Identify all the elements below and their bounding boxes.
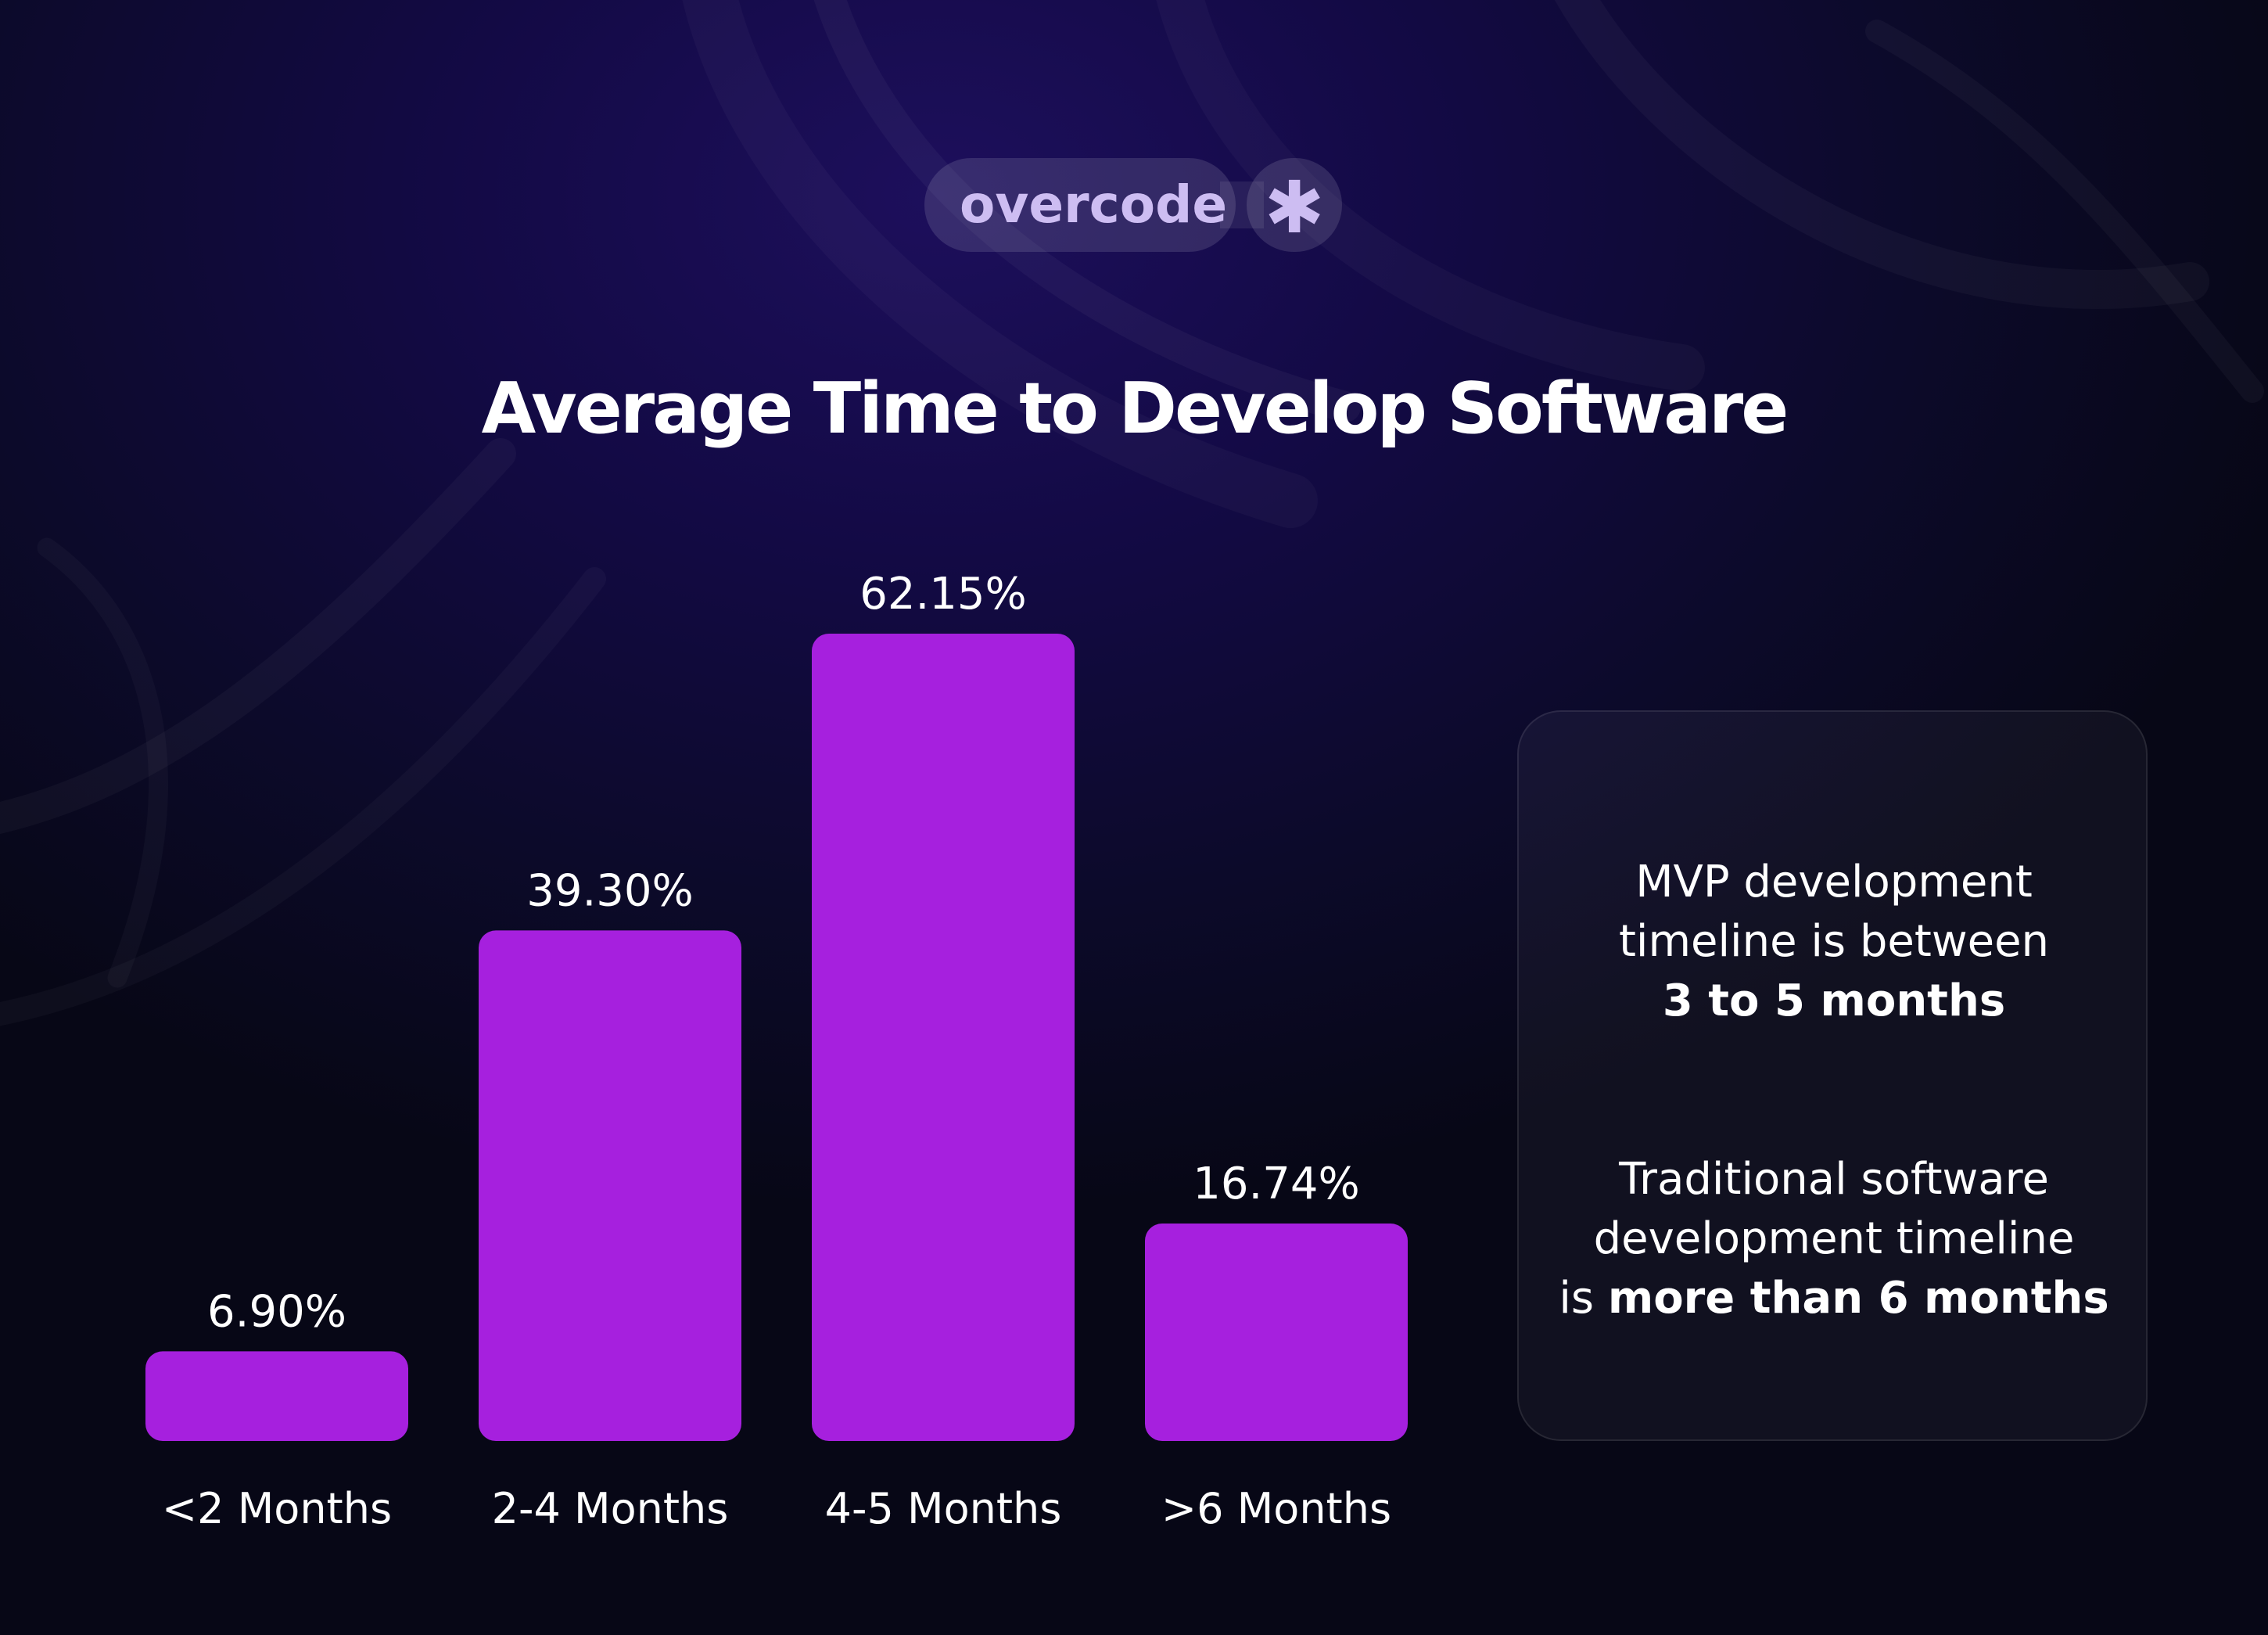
mvp-note: MVP development timeline is between 3 to… <box>1519 853 2149 1031</box>
category-label-0: <2 Months <box>162 1484 392 1533</box>
mvp-note-line-2: timeline is between <box>1618 916 2050 967</box>
logo-wordmark: overcode <box>960 174 1228 235</box>
value-label-3: 16.74% <box>1193 1159 1360 1209</box>
logo-knob <box>1247 158 1342 252</box>
chart-title: Average Time to Develop Software <box>481 368 1789 450</box>
category-label-2: 4-5 Months <box>825 1484 1062 1533</box>
asterisk-icon: ✱ <box>1264 166 1325 250</box>
traditional-note-highlight: more than 6 months <box>1607 1273 2109 1324</box>
bar-1 <box>479 930 741 1441</box>
bar-3 <box>1145 1224 1408 1441</box>
logo-pill <box>924 158 1236 252</box>
mvp-note-highlight: 3 to 5 months <box>1662 976 2006 1026</box>
value-label-1: 39.30% <box>526 865 694 916</box>
logo-neck <box>1220 181 1264 228</box>
traditional-note-line-1: Traditional software <box>1619 1154 2049 1205</box>
brand-logo: overcode ✱ <box>924 158 1342 252</box>
value-label-2: 62.15% <box>859 569 1027 620</box>
traditional-note-line-2: development timeline <box>1593 1213 2075 1264</box>
category-label-1: 2-4 Months <box>492 1484 729 1533</box>
bar-2 <box>812 634 1075 1441</box>
category-label-3: >6 Months <box>1161 1484 1391 1533</box>
value-label-0: 6.90% <box>207 1286 346 1337</box>
bar-0 <box>145 1351 408 1441</box>
info-card: MVP development timeline is between 3 to… <box>1517 710 2148 1441</box>
traditional-note: Traditional software development timelin… <box>1519 1150 2149 1328</box>
traditional-note-prefix: is <box>1559 1273 1608 1324</box>
mvp-note-line-1: MVP development <box>1635 857 2033 907</box>
